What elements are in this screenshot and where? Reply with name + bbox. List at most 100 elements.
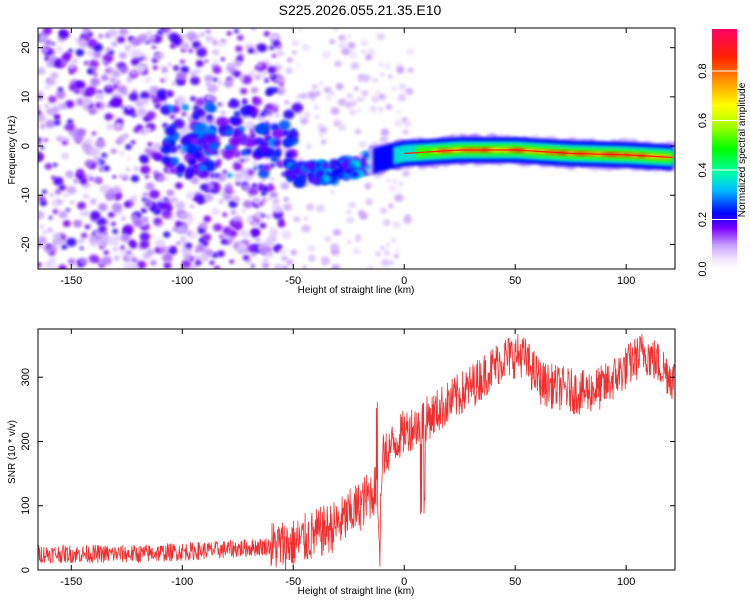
spectrogram-cell xyxy=(40,45,50,54)
spectrogram-cell xyxy=(260,178,266,183)
spectrogram-cell xyxy=(230,78,235,82)
spectrogram-cell xyxy=(269,73,274,78)
spectrogram-cell xyxy=(118,247,127,255)
spectrogram-cell xyxy=(39,123,47,130)
spectrogram-cell xyxy=(162,122,168,128)
spectrogram-cell xyxy=(62,220,71,228)
spectrogram-cell xyxy=(104,113,113,121)
spectrogram-cell xyxy=(38,67,46,75)
spectrogram-cell xyxy=(388,203,394,209)
spectrogram-cell xyxy=(65,123,75,131)
spectrogram-cell xyxy=(232,162,243,171)
spectrogram-cell xyxy=(169,168,176,174)
spectrogram-cell xyxy=(114,255,120,261)
spectrogram-cell xyxy=(378,93,386,101)
spectrogram-cell xyxy=(286,259,294,266)
spectrogram-cell xyxy=(311,98,316,102)
spectrogram-cell xyxy=(185,242,193,249)
spectrogram-cell xyxy=(125,167,131,172)
spectrogram-cell xyxy=(56,135,64,142)
spectrogram-cell xyxy=(48,216,53,220)
spectrogram-cell xyxy=(292,50,297,55)
spectrogram-cell xyxy=(176,71,187,81)
spectrogram-cell xyxy=(316,171,324,177)
spectrogram-cell xyxy=(232,195,240,203)
spectrogram-cell xyxy=(332,28,338,31)
x-tick-label: -100 xyxy=(171,576,193,588)
spectrogram-cell xyxy=(217,80,223,86)
spectrogram-cell xyxy=(209,260,215,266)
snr-plot-area xyxy=(38,333,675,570)
spectrogram-cell xyxy=(108,67,114,72)
spectrogram-cell xyxy=(301,224,311,233)
spectrogram-cell xyxy=(179,80,185,84)
spectrogram-cell xyxy=(257,44,268,53)
spectrogram-cell xyxy=(197,45,202,50)
spectrogram-cell xyxy=(270,155,279,163)
spectrogram-cell xyxy=(79,211,85,217)
spectrogram-cell xyxy=(144,174,150,179)
spectrogram-cell xyxy=(117,63,124,69)
spectrogram-cell xyxy=(236,247,241,252)
spectrogram-cell xyxy=(102,53,114,64)
spectrogram-cell xyxy=(364,182,372,190)
spectrogram-cell xyxy=(112,175,117,179)
spectrogram-cell xyxy=(163,262,172,269)
spectrogram-cell xyxy=(50,106,60,114)
spectrogram-cell xyxy=(50,71,59,79)
spectrogram-cell xyxy=(346,216,354,224)
spectrogram-cell xyxy=(178,163,184,169)
spectrogram-cell xyxy=(101,256,112,266)
spectrogram-cell xyxy=(55,90,66,100)
spectrogram-cell xyxy=(334,60,342,68)
spectrogram-cell xyxy=(383,250,391,256)
spectrogram-cell xyxy=(385,104,393,110)
spectrogram-cell xyxy=(38,151,44,161)
spectrogram-cell xyxy=(271,87,278,93)
spectrogram-cell xyxy=(197,122,209,133)
spectrogram-cell xyxy=(379,136,389,145)
spectrogram-cell xyxy=(239,87,248,95)
snr-y-axis: 0 100 200 300 xyxy=(20,368,675,573)
spectrogram-cell xyxy=(396,66,405,74)
spectrogram-cell xyxy=(278,163,284,168)
spectrogram-cell xyxy=(192,114,200,120)
spectrogram-ylabel: Frequency (Hz) xyxy=(7,116,18,185)
spectrogram-cell xyxy=(166,91,173,97)
spectrogram-cell xyxy=(361,49,367,55)
spectrogram-cell xyxy=(182,34,188,39)
x-tick-label: -150 xyxy=(60,576,82,588)
spectrogram-cell xyxy=(200,253,210,262)
spectrogram-cell xyxy=(126,105,132,110)
spectrogram-cell xyxy=(151,151,162,161)
spectrogram-cell xyxy=(398,83,406,90)
spectrogram-cell xyxy=(147,142,153,147)
spectrogram-cell xyxy=(387,74,393,79)
spectrogram-cell xyxy=(84,224,91,230)
spectrogram-cell xyxy=(209,173,216,178)
spectrogram-cell xyxy=(152,65,159,71)
spectrogram-cell xyxy=(129,241,138,249)
spectrogram-cell xyxy=(227,62,235,69)
spectrogram-cell xyxy=(141,208,146,213)
spectrogram-cell xyxy=(156,88,168,98)
spectrogram-cell xyxy=(83,211,90,216)
spectrogram-cell xyxy=(286,57,293,63)
spectrogram-cell xyxy=(158,196,165,202)
spectrogram-cell xyxy=(130,58,140,66)
spectrogram-cell xyxy=(120,105,125,109)
spectrogram-cell xyxy=(262,257,269,263)
spectrogram-cell xyxy=(49,193,54,197)
spectrogram-cell xyxy=(38,90,43,95)
spectrogram-cell xyxy=(160,78,165,83)
x-tick-label: -100 xyxy=(171,275,193,287)
spectrogram-cell xyxy=(236,34,244,41)
spectrogram-cell xyxy=(244,231,252,238)
spectrogram-cell xyxy=(276,44,282,49)
spectrogram-cell xyxy=(205,29,211,35)
spectrogram-cell xyxy=(111,114,118,120)
spectrogram-cell xyxy=(333,119,342,127)
spectrogram-cell xyxy=(66,237,77,247)
spectrogram-cell xyxy=(332,228,342,236)
